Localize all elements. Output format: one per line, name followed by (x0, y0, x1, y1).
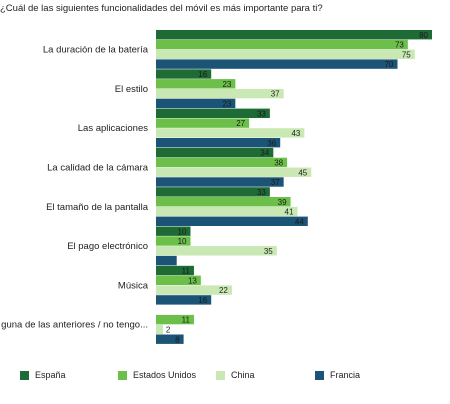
value-label-6-1: 13 (188, 276, 197, 285)
legend-swatch-2 (216, 370, 225, 380)
value-label-5-0: 10 (178, 227, 187, 236)
category-label-7: guna de las anteriores / no tengo... (1, 320, 148, 331)
bar-2-3 (156, 138, 281, 148)
bar-4-0 (156, 187, 270, 197)
value-label-0-3: 70 (385, 60, 394, 69)
legend-item-3: Francia (315, 370, 360, 380)
value-label-7-2: 2 (166, 326, 171, 335)
category-label-4: El tamaño de la pantalla (46, 202, 149, 213)
category-label-5: El pago electrónico (67, 241, 148, 252)
value-label-4-3: 44 (295, 217, 304, 226)
bar-3-3 (156, 177, 284, 187)
value-label-6-3: 16 (198, 296, 207, 305)
bar-3-0 (156, 147, 274, 158)
bar-5-2 (156, 246, 277, 256)
value-label-3-1: 38 (274, 159, 283, 168)
bar-6-3 (156, 295, 212, 305)
bar-3-2 (156, 167, 312, 177)
bar-6-2 (156, 285, 232, 295)
bar-3-1 (156, 157, 288, 168)
bar-1-0 (156, 69, 212, 79)
legend-item-0: España (20, 370, 66, 380)
bar-6-0 (156, 265, 194, 276)
bar-1-2 (156, 88, 284, 99)
legend-swatch-3 (315, 370, 324, 380)
category-label-3: La calidad de la cámara (47, 163, 149, 174)
bar-2-1 (156, 118, 250, 128)
value-label-0-2: 75 (402, 50, 411, 59)
value-label-1-2: 37 (271, 90, 280, 99)
category-label-2: Las aplicaciones (78, 123, 148, 134)
value-label-5-1: 10 (178, 237, 187, 246)
value-label-7-3: 8 (175, 335, 180, 344)
value-label-1-1: 23 (222, 80, 231, 89)
category-label-6: Música (118, 280, 149, 291)
value-label-1-3: 23 (222, 100, 231, 109)
bar-4-1 (156, 197, 291, 207)
bar-7-2 (156, 324, 163, 335)
bar-2-0 (156, 108, 270, 118)
value-label-3-2: 45 (298, 168, 307, 177)
legend-label-1: Estados Unidos (133, 370, 197, 380)
bar-1-1 (156, 79, 236, 89)
legend-swatch-0 (20, 370, 29, 380)
bar-4-2 (156, 206, 298, 217)
value-label-2-1: 27 (236, 119, 245, 128)
value-label-4-0: 33 (257, 188, 266, 197)
bar-0-0 (156, 30, 432, 40)
value-label-3-0: 34 (260, 149, 269, 158)
value-label-0-1: 73 (395, 41, 404, 50)
chart-title: ¿Cuál de las siguientes funcionalidades … (0, 3, 323, 14)
bar-5-0 (156, 226, 191, 236)
category-label-1: El estilo (115, 84, 148, 95)
value-label-4-2: 41 (285, 208, 294, 217)
value-label-2-2: 43 (291, 129, 300, 138)
bar-1-3 (156, 98, 236, 109)
legend-label-3: Francia (330, 370, 361, 380)
bar-5-1 (156, 236, 191, 246)
bar-7-1 (156, 314, 194, 325)
bar-6-1 (156, 275, 201, 285)
bar-2-2 (156, 128, 305, 138)
category-label-0: La duración de la batería (43, 45, 149, 56)
value-label-4-1: 39 (278, 198, 287, 207)
bar-0-3 (156, 59, 398, 69)
legend-item-1: Estados Unidos (118, 370, 196, 380)
value-label-5-2: 35 (264, 247, 273, 256)
value-label-6-2: 22 (219, 286, 228, 295)
value-label-7-1: 11 (182, 316, 191, 325)
legend-item-2: China (216, 370, 255, 380)
bar-0-2 (156, 49, 415, 59)
bar-7-3 (156, 334, 184, 344)
value-label-2-3: 36 (267, 139, 276, 148)
bar-5-3 (156, 255, 177, 266)
value-label-6-0: 11 (182, 267, 191, 276)
legend: España Estados Unidos China Francia (0, 370, 450, 386)
value-label-2-0: 33 (257, 109, 266, 118)
value-label-1-0: 16 (198, 70, 207, 79)
legend-label-2: China (231, 370, 255, 380)
value-label-0-0: 80 (419, 31, 428, 40)
bar-0-1 (156, 39, 408, 50)
value-label-3-3: 37 (271, 178, 280, 187)
legend-label-0: España (35, 370, 66, 380)
bar-4-3 (156, 216, 308, 226)
legend-swatch-1 (118, 370, 127, 380)
